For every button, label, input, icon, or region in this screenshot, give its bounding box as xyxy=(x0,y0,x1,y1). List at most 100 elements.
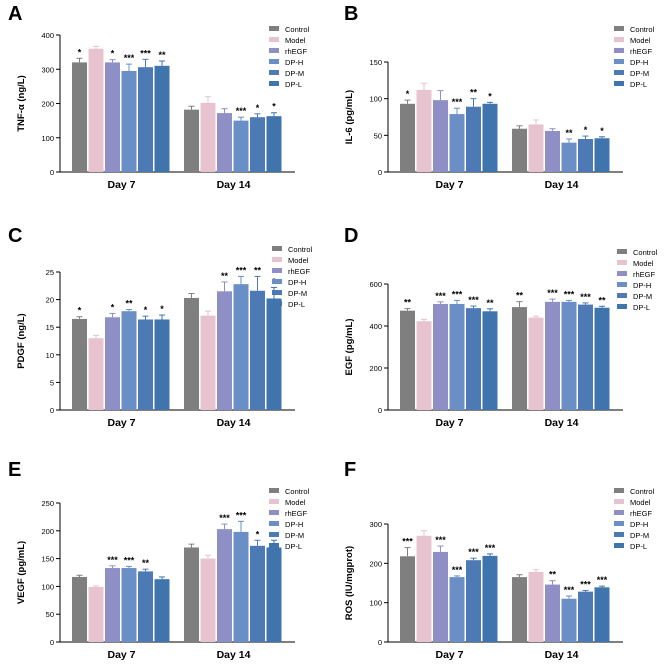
significance-mark: * xyxy=(584,125,588,135)
panel-letter-d: D xyxy=(344,225,358,247)
legend-label: rhEGF xyxy=(633,270,656,279)
bar-control xyxy=(184,297,199,410)
legend-swatch xyxy=(614,521,624,526)
bar-rhegf xyxy=(545,130,560,172)
significance-mark: * xyxy=(78,47,82,57)
category-label: Day 14 xyxy=(217,417,251,429)
y-tick-label: 200 xyxy=(369,364,382,373)
legend-swatch xyxy=(269,59,279,64)
category-label: Day 14 xyxy=(217,179,251,191)
legend-label: rhEGF xyxy=(288,267,311,276)
significance-mark: *** xyxy=(236,265,247,275)
legend-swatch xyxy=(614,488,624,493)
bar-rhegf xyxy=(105,317,120,410)
legend-label: DP-M xyxy=(288,289,307,298)
y-tick-label: 50 xyxy=(46,610,54,619)
y-tick-label: 10 xyxy=(46,351,54,360)
significance-mark: * xyxy=(406,89,410,99)
legend-swatch xyxy=(617,260,627,265)
y-tick-label: 200 xyxy=(41,100,54,109)
panel-letter-e: E xyxy=(8,459,21,481)
bar-dp-m xyxy=(138,319,153,410)
y-axis-label: ROS (IU/mgprot) xyxy=(344,546,355,620)
significance-mark: *** xyxy=(219,513,230,523)
significance-mark: *** xyxy=(124,555,135,565)
legend-swatch xyxy=(269,48,279,53)
bar-model xyxy=(200,102,216,172)
bar-dp-h xyxy=(561,598,577,642)
legend-swatch xyxy=(272,301,282,306)
category-label: Day 7 xyxy=(435,649,463,661)
category-label: Day 7 xyxy=(107,649,135,661)
legend-swatch xyxy=(269,70,279,75)
significance-mark: *** xyxy=(435,291,446,301)
significance-mark: *** xyxy=(452,289,463,299)
bar-rhegf xyxy=(105,568,120,642)
y-axis-label: EGF (pg/mL) xyxy=(344,319,355,376)
legend-label: Model xyxy=(633,259,654,268)
legend-swatch xyxy=(269,81,279,86)
legend-label: Model xyxy=(630,36,651,45)
significance-mark: *** xyxy=(452,565,463,575)
legend-swatch xyxy=(617,293,627,298)
significance-mark: ** xyxy=(142,558,150,568)
bar-control xyxy=(72,62,87,172)
bar-dp-h xyxy=(121,311,137,410)
bar-model xyxy=(528,317,544,410)
legend-swatch xyxy=(269,521,279,526)
significance-mark: * xyxy=(160,304,164,314)
bar-control xyxy=(184,547,199,642)
significance-mark: ** xyxy=(125,299,133,309)
significance-mark: *** xyxy=(140,48,151,58)
bar-model xyxy=(416,89,432,172)
bar-dp-l xyxy=(154,319,170,410)
legend-swatch xyxy=(614,59,624,64)
legend-label: DP-M xyxy=(633,292,652,301)
y-tick-label: 150 xyxy=(369,58,382,67)
legend-label: DP-H xyxy=(285,520,303,529)
y-axis-label: TNF-α (ng/L) xyxy=(16,75,27,132)
significance-mark: *** xyxy=(564,289,575,299)
legend-swatch xyxy=(269,37,279,42)
legend-swatch xyxy=(614,543,624,548)
y-axis-label: IL-6 (pg/mL) xyxy=(344,90,355,144)
bar-model xyxy=(88,586,104,642)
bar-dp-h xyxy=(233,120,249,172)
y-tick-label: 0 xyxy=(50,638,54,647)
significance-mark: ** xyxy=(565,128,573,138)
bar-model xyxy=(528,124,544,172)
legend-label: DP-M xyxy=(630,69,649,78)
significance-mark: ** xyxy=(470,88,478,98)
legend-label: Model xyxy=(630,498,651,507)
significance-mark: ** xyxy=(516,291,524,301)
significance-mark: *** xyxy=(107,555,118,565)
significance-mark: ** xyxy=(158,50,166,60)
bar-model xyxy=(200,558,216,642)
legend-label: Model xyxy=(285,498,306,507)
bar-control xyxy=(400,310,415,410)
bar-control xyxy=(400,556,415,642)
bar-dp-l xyxy=(482,555,498,642)
bar-control xyxy=(512,577,527,642)
legend-swatch xyxy=(269,499,279,504)
category-label: Day 14 xyxy=(545,649,579,661)
bar-dp-l xyxy=(594,587,610,642)
category-label: Day 7 xyxy=(435,417,463,429)
significance-mark: ** xyxy=(254,265,262,275)
legend-swatch xyxy=(617,271,627,276)
legend-swatch xyxy=(269,26,279,31)
bar-rhegf xyxy=(433,303,448,410)
bar-control xyxy=(512,307,527,410)
significance-mark: *** xyxy=(236,510,247,520)
bar-model xyxy=(416,321,432,410)
significance-mark: * xyxy=(144,305,148,315)
bar-dp-h xyxy=(233,284,249,410)
bar-rhegf xyxy=(545,584,560,642)
significance-mark: *** xyxy=(547,288,558,298)
y-tick-label: 600 xyxy=(369,280,382,289)
legend-label: rhEGF xyxy=(630,509,653,518)
